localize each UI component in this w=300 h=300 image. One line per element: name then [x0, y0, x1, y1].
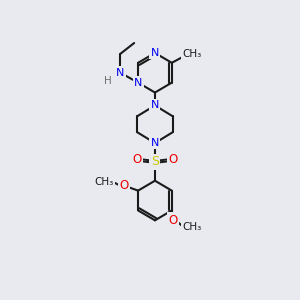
Text: S: S — [151, 155, 159, 168]
Text: N: N — [151, 48, 159, 58]
Text: N: N — [151, 138, 159, 148]
Text: CH₃: CH₃ — [182, 222, 201, 232]
Text: O: O — [120, 179, 129, 192]
Text: CH₃: CH₃ — [95, 177, 114, 187]
Text: O: O — [168, 153, 177, 167]
Text: N: N — [151, 100, 159, 110]
Text: N: N — [116, 68, 124, 78]
Text: O: O — [133, 153, 142, 167]
Text: CH₃: CH₃ — [182, 49, 201, 59]
Text: O: O — [168, 214, 177, 227]
Text: H: H — [103, 76, 111, 85]
Text: N: N — [134, 78, 142, 88]
